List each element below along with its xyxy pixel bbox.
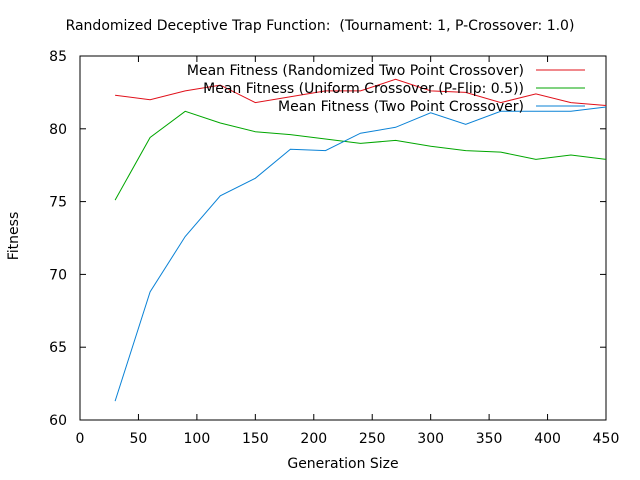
y-tick-label: 80: [49, 122, 67, 138]
x-tick-label: 50: [130, 431, 148, 447]
y-tick-label: 85: [49, 49, 67, 65]
x-tick-label: 300: [417, 431, 444, 447]
legend-label-1: Mean Fitness (Randomized Two Point Cross…: [187, 63, 524, 79]
plot-frame: [79, 55, 607, 421]
x-tick-label: 450: [593, 431, 620, 447]
x-tick-label: 0: [76, 431, 85, 447]
x-tick-label: 150: [242, 431, 269, 447]
series-line-2: [114, 110, 607, 201]
legend-label-2: Mean Fitness (Uniform Crossover (P-Flip:…: [203, 81, 524, 97]
y-tick-label: 75: [49, 195, 67, 211]
y-tick-label: 65: [49, 340, 67, 356]
x-tick-label: 100: [184, 431, 211, 447]
x-tick-label: 200: [300, 431, 327, 447]
x-axis-label: Generation Size: [287, 456, 399, 472]
series-line-3: [114, 106, 607, 402]
legend-label-3: Mean Fitness (Two Point Crossover): [278, 99, 524, 115]
x-tick-label: 400: [534, 431, 561, 447]
x-tick-label: 350: [476, 431, 503, 447]
series-line-1: [115, 78, 607, 106]
chart-title: Randomized Deceptive Trap Function: (Tou…: [65, 18, 575, 34]
y-tick-label: 60: [49, 413, 67, 429]
x-tick-label: 250: [359, 431, 386, 447]
y-tick-label: 70: [49, 267, 67, 283]
